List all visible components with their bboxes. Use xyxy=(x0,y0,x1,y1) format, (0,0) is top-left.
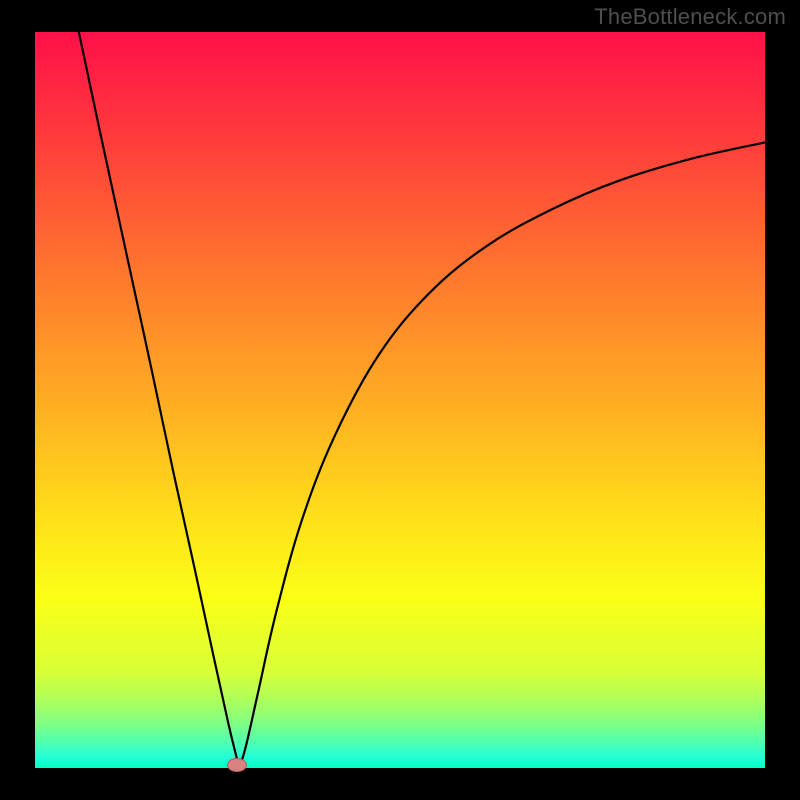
curve-layer xyxy=(35,32,765,768)
watermark-text: TheBottleneck.com xyxy=(594,4,786,30)
curve-left-branch xyxy=(79,32,240,768)
curve-right-branch xyxy=(239,142,765,768)
chart-container: { "watermark": { "text": "TheBottleneck.… xyxy=(0,0,800,800)
